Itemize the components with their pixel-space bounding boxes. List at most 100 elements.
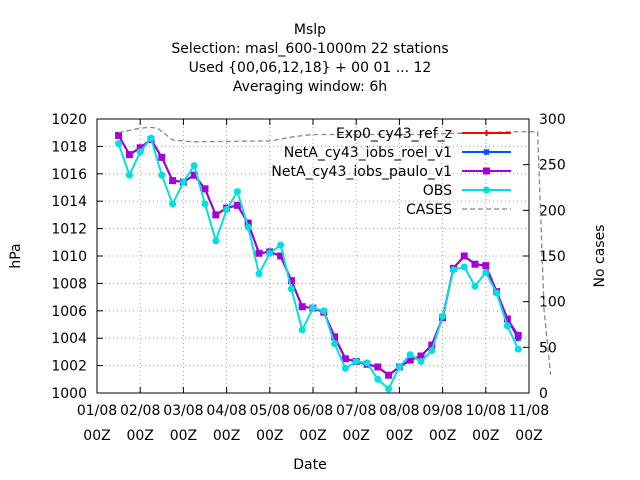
series-lines — [115, 126, 552, 393]
data-point — [320, 307, 328, 315]
data-point — [212, 237, 220, 245]
axes — [96, 118, 530, 394]
data-point — [201, 200, 209, 208]
data-point — [244, 219, 252, 227]
x-tick-label: 00Z — [429, 428, 456, 444]
x-tick-label: 00Z — [83, 428, 110, 444]
data-point — [514, 345, 522, 353]
x-tick-label: 00Z — [515, 428, 542, 444]
y-tick-label: 1012 — [51, 222, 87, 238]
data-point — [266, 249, 274, 257]
y2-tick-label: 200 — [539, 203, 566, 219]
data-point — [341, 364, 349, 372]
data-point — [514, 331, 522, 339]
data-point — [471, 282, 479, 290]
data-point — [460, 252, 468, 260]
data-point — [223, 205, 231, 213]
legend-label: CASES — [406, 202, 452, 218]
title-line: Mslp — [294, 22, 326, 38]
data-point — [277, 241, 285, 249]
y-tick-label: 1008 — [51, 276, 87, 292]
y-tick-label: 1010 — [51, 249, 87, 265]
x-tick-label: 00Z — [126, 428, 153, 444]
legend-label: NetA_cy43_iobs_paulo_v1 — [271, 164, 452, 180]
data-point — [417, 352, 425, 360]
data-point — [255, 270, 263, 278]
data-point — [277, 252, 285, 260]
y-tick-labels: 1000 1002 1004 1006 1008 1010 1012 1014 1016 1018… — [51, 112, 87, 402]
cases-line — [118, 126, 552, 375]
title-line: Used {00,06,12,18} + 00 01 ... 12 — [189, 60, 432, 76]
y-tick-label: 1018 — [51, 139, 87, 155]
data-point — [374, 375, 382, 383]
x-tick-label: 00Z — [213, 428, 240, 444]
legend: Exp0_cy43_ref_z NetA_cy43_iobs_roel_v1 Net… — [271, 126, 511, 218]
data-point — [460, 263, 468, 271]
y2-axis-label: No cases — [592, 225, 608, 288]
data-point — [298, 326, 306, 334]
y-tick-label: 1004 — [51, 331, 87, 347]
data-point — [417, 357, 425, 365]
data-point — [255, 249, 263, 257]
x-tick-label: 11/08 — [509, 403, 549, 419]
x-tick-label: 09/08 — [422, 403, 462, 419]
x-tick-label: 10/08 — [466, 403, 506, 419]
x-tick-label: 05/08 — [250, 403, 290, 419]
data-point — [363, 359, 371, 367]
x-tick-label: 08/08 — [379, 403, 419, 419]
y-axis-label: hPa — [8, 243, 24, 268]
x-axis-label: Date — [293, 457, 326, 473]
legend-label: NetA_cy43_iobs_roel_v1 — [284, 145, 452, 161]
data-point — [169, 177, 177, 185]
data-point — [287, 285, 295, 293]
x-tick-label: 00Z — [472, 428, 499, 444]
y2-tick-label: 250 — [539, 158, 566, 174]
data-point — [169, 200, 177, 208]
data-point — [331, 333, 339, 341]
data-point — [287, 277, 295, 285]
data-point — [136, 144, 144, 152]
legend-item: OBS — [423, 183, 511, 199]
y-tick-label: 1002 — [51, 359, 87, 375]
title-line: Selection: masl_600-1000m 22 stations — [171, 41, 448, 57]
data-point — [233, 201, 241, 209]
series-cases-line — [118, 126, 552, 375]
data-point — [136, 148, 144, 156]
legend-item: NetA_cy43_iobs_roel_v1 — [284, 145, 511, 161]
legend-marker — [483, 148, 490, 156]
data-point — [482, 268, 490, 276]
series-obs-line — [115, 134, 522, 393]
data-point — [395, 363, 403, 371]
data-point — [503, 315, 511, 323]
data-point — [233, 188, 241, 196]
y2-tick-label: 150 — [539, 249, 566, 265]
x-tick-label: 02/08 — [120, 403, 160, 419]
data-point — [309, 304, 317, 312]
data-point — [190, 162, 198, 170]
y-tick-label: 1020 — [51, 112, 87, 128]
data-point — [147, 134, 155, 142]
y-tick-label: 1016 — [51, 167, 87, 183]
data-point — [385, 385, 393, 393]
x-tick-label: 04/08 — [206, 403, 246, 419]
y2-tick-label: 300 — [539, 112, 566, 128]
x-tick-label: 07/08 — [336, 403, 376, 419]
x-tick-label: 00Z — [342, 428, 369, 444]
y2-tick-label: 100 — [539, 295, 566, 311]
data-point — [179, 178, 187, 186]
data-point — [201, 185, 209, 193]
x-tick-label: 00Z — [170, 428, 197, 444]
x-tick-label: 01/08 — [77, 403, 117, 419]
x-tick-label: 03/08 — [163, 403, 203, 419]
data-point — [244, 223, 252, 231]
data-point — [115, 131, 123, 139]
data-point — [125, 171, 133, 179]
legend-label: Exp0_cy43_ref_z — [336, 126, 452, 142]
data-point — [158, 153, 166, 161]
data-point — [428, 341, 436, 349]
chart-title: Mslp Selection: masl_600-1000m 22 station… — [171, 22, 448, 95]
data-point — [439, 312, 447, 320]
data-point — [471, 260, 479, 268]
